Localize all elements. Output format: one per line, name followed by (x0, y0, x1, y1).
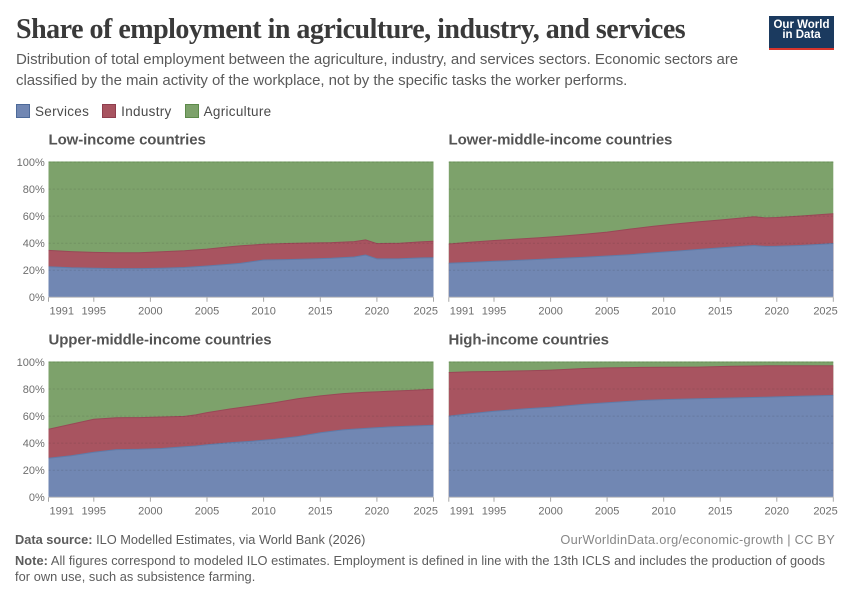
svg-text:2025: 2025 (813, 506, 837, 518)
svg-text:1995: 1995 (482, 506, 506, 518)
svg-text:60%: 60% (23, 211, 45, 223)
svg-text:2015: 2015 (708, 506, 732, 518)
svg-text:2020: 2020 (765, 306, 789, 318)
svg-text:0%: 0% (29, 292, 45, 304)
svg-text:2005: 2005 (195, 306, 219, 318)
svg-text:2000: 2000 (538, 506, 562, 518)
svg-text:80%: 80% (23, 384, 45, 396)
svg-text:40%: 40% (23, 438, 45, 450)
svg-text:100%: 100% (17, 157, 45, 169)
svg-text:2020: 2020 (765, 506, 789, 518)
svg-text:2010: 2010 (651, 506, 675, 518)
svg-text:2000: 2000 (538, 306, 562, 318)
svg-text:1995: 1995 (82, 506, 106, 518)
svg-text:Upper-middle-income countries: Upper-middle-income countries (49, 332, 272, 349)
svg-text:20%: 20% (23, 265, 45, 277)
svg-text:2020: 2020 (365, 306, 389, 318)
svg-text:High-income countries: High-income countries (449, 332, 609, 349)
svg-text:2000: 2000 (138, 506, 162, 518)
svg-text:0%: 0% (29, 492, 45, 504)
svg-text:2010: 2010 (651, 306, 675, 318)
svg-text:100%: 100% (17, 357, 45, 369)
svg-text:80%: 80% (23, 184, 45, 196)
svg-text:2005: 2005 (595, 506, 619, 518)
svg-text:Lower-middle-income countries: Lower-middle-income countries (449, 132, 673, 149)
svg-text:2005: 2005 (595, 306, 619, 318)
svg-text:2005: 2005 (195, 506, 219, 518)
svg-text:2025: 2025 (414, 506, 438, 518)
svg-text:40%: 40% (23, 238, 45, 250)
svg-text:2020: 2020 (365, 506, 389, 518)
svg-text:1995: 1995 (82, 306, 106, 318)
svg-text:1991: 1991 (450, 506, 474, 518)
svg-text:1995: 1995 (482, 306, 506, 318)
svg-text:2015: 2015 (308, 306, 332, 318)
svg-text:2010: 2010 (251, 306, 275, 318)
svg-text:2015: 2015 (708, 306, 732, 318)
svg-text:2010: 2010 (251, 506, 275, 518)
svg-text:1991: 1991 (450, 306, 474, 318)
svg-text:2015: 2015 (308, 506, 332, 518)
svg-text:20%: 20% (23, 465, 45, 477)
svg-text:2025: 2025 (414, 306, 438, 318)
svg-text:Low-income countries: Low-income countries (49, 132, 206, 149)
svg-text:2000: 2000 (138, 306, 162, 318)
svg-text:60%: 60% (23, 411, 45, 423)
svg-text:1991: 1991 (50, 306, 74, 318)
svg-text:1991: 1991 (50, 506, 74, 518)
svg-text:2025: 2025 (813, 306, 837, 318)
